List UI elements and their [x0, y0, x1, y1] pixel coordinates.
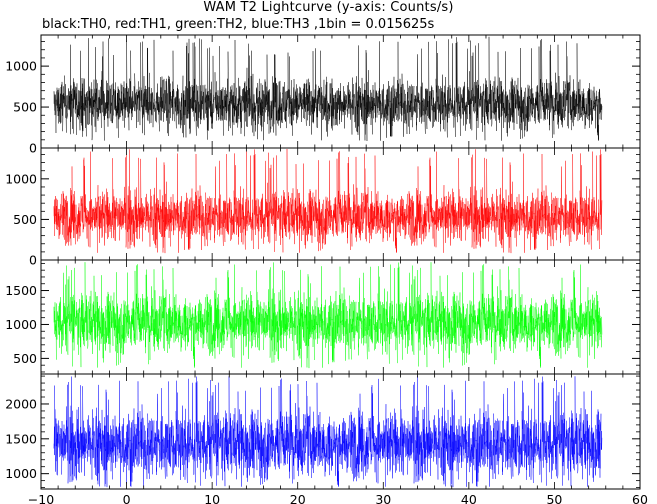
x-tick-label: 50	[546, 492, 562, 504]
series-th0-line	[53, 36, 603, 142]
y-tick-label-th1: 500	[13, 212, 37, 227]
x-tick-label: −10	[28, 492, 54, 504]
x-tick-label: 40	[461, 492, 477, 504]
y-tick-label-th2: 1500	[5, 283, 37, 298]
y-tick-label-th0: 500	[13, 100, 37, 115]
series-th2-line	[53, 262, 603, 369]
y-tick-label-th3: 1500	[5, 431, 37, 446]
y-tick-label-th1: 0	[29, 253, 37, 268]
y-tick-label-th2: 1000	[5, 317, 37, 332]
x-tick-label: 60	[632, 492, 648, 504]
x-tick-label: 20	[290, 492, 306, 504]
chart-title: WAM T2 Lightcurve (y-axis: Counts/s)	[203, 0, 454, 15]
panel-frame-th3	[40, 373, 641, 490]
y-tick-label-th0: 1000	[5, 59, 37, 74]
x-tick-label: 0	[123, 492, 131, 504]
series-th1-line	[53, 148, 603, 254]
series-th3-line	[53, 376, 603, 488]
y-tick-label-th0: 0	[29, 141, 37, 156]
y-tick-label-th1: 1000	[5, 171, 37, 186]
y-tick-label-th2: 500	[13, 351, 37, 366]
y-tick-label-th3: 1000	[5, 466, 37, 481]
y-tick-label-th3: 2000	[5, 396, 37, 411]
chart-subtitle: black:TH0, red:TH1, green:TH2, blue:TH3 …	[42, 17, 435, 32]
x-tick-label: 10	[204, 492, 220, 504]
x-tick-label: 30	[375, 492, 391, 504]
